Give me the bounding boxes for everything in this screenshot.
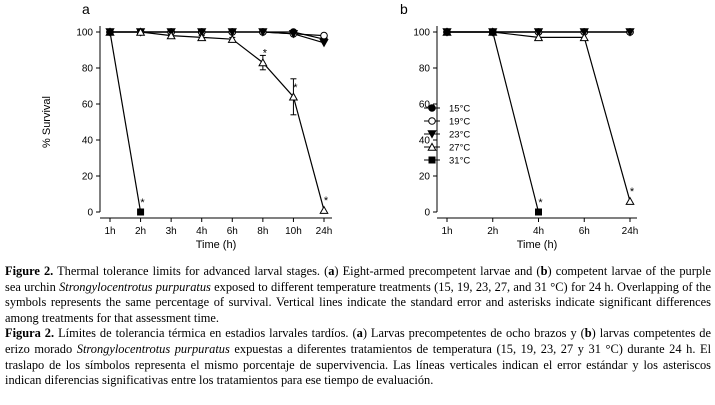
data-point-27c [625, 196, 635, 205]
data-point-19c [320, 31, 328, 40]
data-point-27c [166, 30, 176, 40]
y-axis-title: % Survival [41, 96, 53, 148]
caption-en-text-1: Thermal tolerance limits for advanced la… [53, 264, 329, 278]
data-point-27c [258, 57, 268, 67]
caption-english: Figure 2. Thermal tolerance limits for a… [5, 264, 711, 326]
legend-marker [428, 117, 436, 125]
data-point-27c [135, 27, 146, 36]
data-point-23c [197, 28, 207, 37]
x-tick-label: 1h [104, 226, 115, 237]
y-tick-label: 20 [419, 172, 431, 183]
significance-asterisk: * [630, 186, 635, 198]
data-point-23c [579, 28, 589, 37]
x-tick-label: 1h [441, 226, 452, 237]
caption-es-b: b [584, 326, 592, 341]
data-point-27c [197, 32, 207, 42]
significance-asterisk: * [293, 82, 298, 94]
legend-marker [427, 142, 437, 151]
significance-asterisk: * [140, 197, 145, 209]
caption-en-label: Figure 2. [5, 264, 54, 278]
significance-asterisk: * [538, 197, 543, 209]
y-tick-label: 100 [76, 28, 93, 39]
x-tick-label: 10h [285, 226, 302, 237]
caption-en-species: Strongylocentrotus purpuratus [59, 279, 211, 294]
x-axis-title: Time (h) [196, 239, 237, 251]
data-point-31c [489, 28, 497, 36]
y-tick-label: 20 [82, 172, 94, 183]
caption-es-text-2: ) Larvas precompetentes de ocho brazos y… [362, 326, 585, 341]
y-tick-label: 40 [419, 136, 431, 147]
y-tick-label: 60 [419, 100, 431, 111]
caption-spanish: Figura 2. Límites de tolerancia térmica … [5, 326, 711, 388]
y-tick-label: 60 [82, 100, 94, 111]
data-point-31c [443, 28, 451, 36]
chart-panel-a: a 0 20 40 60 80 100 1h 2h 3h 4h 6h 8h 10h 24h Time (h)%… [41, 1, 332, 251]
legend-label: 27°C [449, 143, 470, 154]
x-tick-label: 6h [227, 226, 238, 237]
series-line-27c [110, 31, 325, 211]
x-tick-label: 6h [579, 226, 590, 237]
panel-letter: b [400, 1, 408, 17]
legend-marker [428, 156, 436, 164]
legend-label: 15°C [449, 104, 470, 115]
series-line-27c [447, 31, 631, 202]
figure-charts: a 0 20 40 60 80 100 1h 2h 3h 4h 6h 8h 10h 24h Time (h)%… [41, 1, 638, 251]
data-point-23c [227, 28, 237, 37]
series-line-31c [109, 31, 142, 213]
caption-en-b: b [540, 264, 548, 278]
data-point-31c [137, 208, 145, 216]
significance-asterisk: * [263, 48, 268, 60]
y-tick-label: 80 [82, 64, 94, 75]
data-point-31c [535, 208, 542, 216]
x-tick-label: 3h [166, 226, 177, 237]
caption-es-label: Figura 2. [5, 326, 55, 341]
caption-en-text-4: exposed to different temperature treatme… [5, 279, 711, 325]
y-tick-label: 80 [419, 64, 431, 75]
x-tick-label: 24h [622, 226, 639, 237]
data-point-27c [227, 34, 237, 43]
legend-marker [428, 104, 436, 112]
y-tick-label: 0 [424, 208, 430, 219]
caption-en-text-2: ) Eight-armed precompetent larvae and ( [334, 264, 541, 278]
data-point-23c [258, 28, 268, 37]
legend-label: 31°C [449, 156, 470, 167]
caption-es-text-1: Límites de tolerancia térmica en estadio… [54, 326, 357, 341]
caption-es-species: Strongylocentrotus purpuratus [76, 341, 230, 356]
x-tick-label: 2h [487, 226, 498, 237]
legend-label: 19°C [449, 117, 470, 128]
data-point-23c [625, 28, 635, 37]
caption-en-a: a [328, 264, 335, 278]
data-point-27c [288, 92, 299, 101]
caption-es-a: a [356, 326, 363, 341]
caption-en-text-3: ) competent larvae of the purple sea urc… [5, 264, 711, 294]
data-point-31c [106, 28, 114, 36]
legend-label: 23°C [449, 130, 470, 141]
x-axis-title: Time (h) [517, 239, 558, 251]
x-tick-label: 4h [196, 226, 207, 237]
y-tick-label: 100 [413, 28, 430, 39]
x-tick-label: 8h [257, 226, 268, 237]
x-tick-label: 2h [135, 226, 146, 237]
chart-panel-b: b 0 20 40 60 80 100 1h 2h 4h 6h 24h Time (h) * * 15°C 19… [400, 1, 638, 251]
y-tick-label: 40 [82, 136, 94, 147]
significance-asterisk: * [324, 195, 329, 207]
data-point-27c [319, 205, 329, 214]
legend-marker [427, 130, 437, 139]
y-tick-label: 0 [87, 208, 93, 219]
data-point-27c [533, 32, 544, 42]
data-point-23c [288, 30, 299, 39]
caption-es-text-3: ) larvas competentes de erizo morado [5, 326, 711, 356]
data-point-23c [319, 39, 329, 48]
x-tick-label: 4h [533, 226, 544, 237]
caption-es-text-4: expuestas a diferentes tratamientos de t… [5, 341, 712, 388]
data-point-27c [579, 32, 589, 42]
data-point-23c [533, 28, 544, 37]
legend: 15°C 19°C 23°C 27°C 31°C [424, 104, 470, 167]
figure-caption: Figure 2. Thermal tolerance limits for a… [5, 264, 711, 389]
x-tick-label: 24h [316, 226, 333, 237]
panel-letter: a [82, 1, 90, 17]
